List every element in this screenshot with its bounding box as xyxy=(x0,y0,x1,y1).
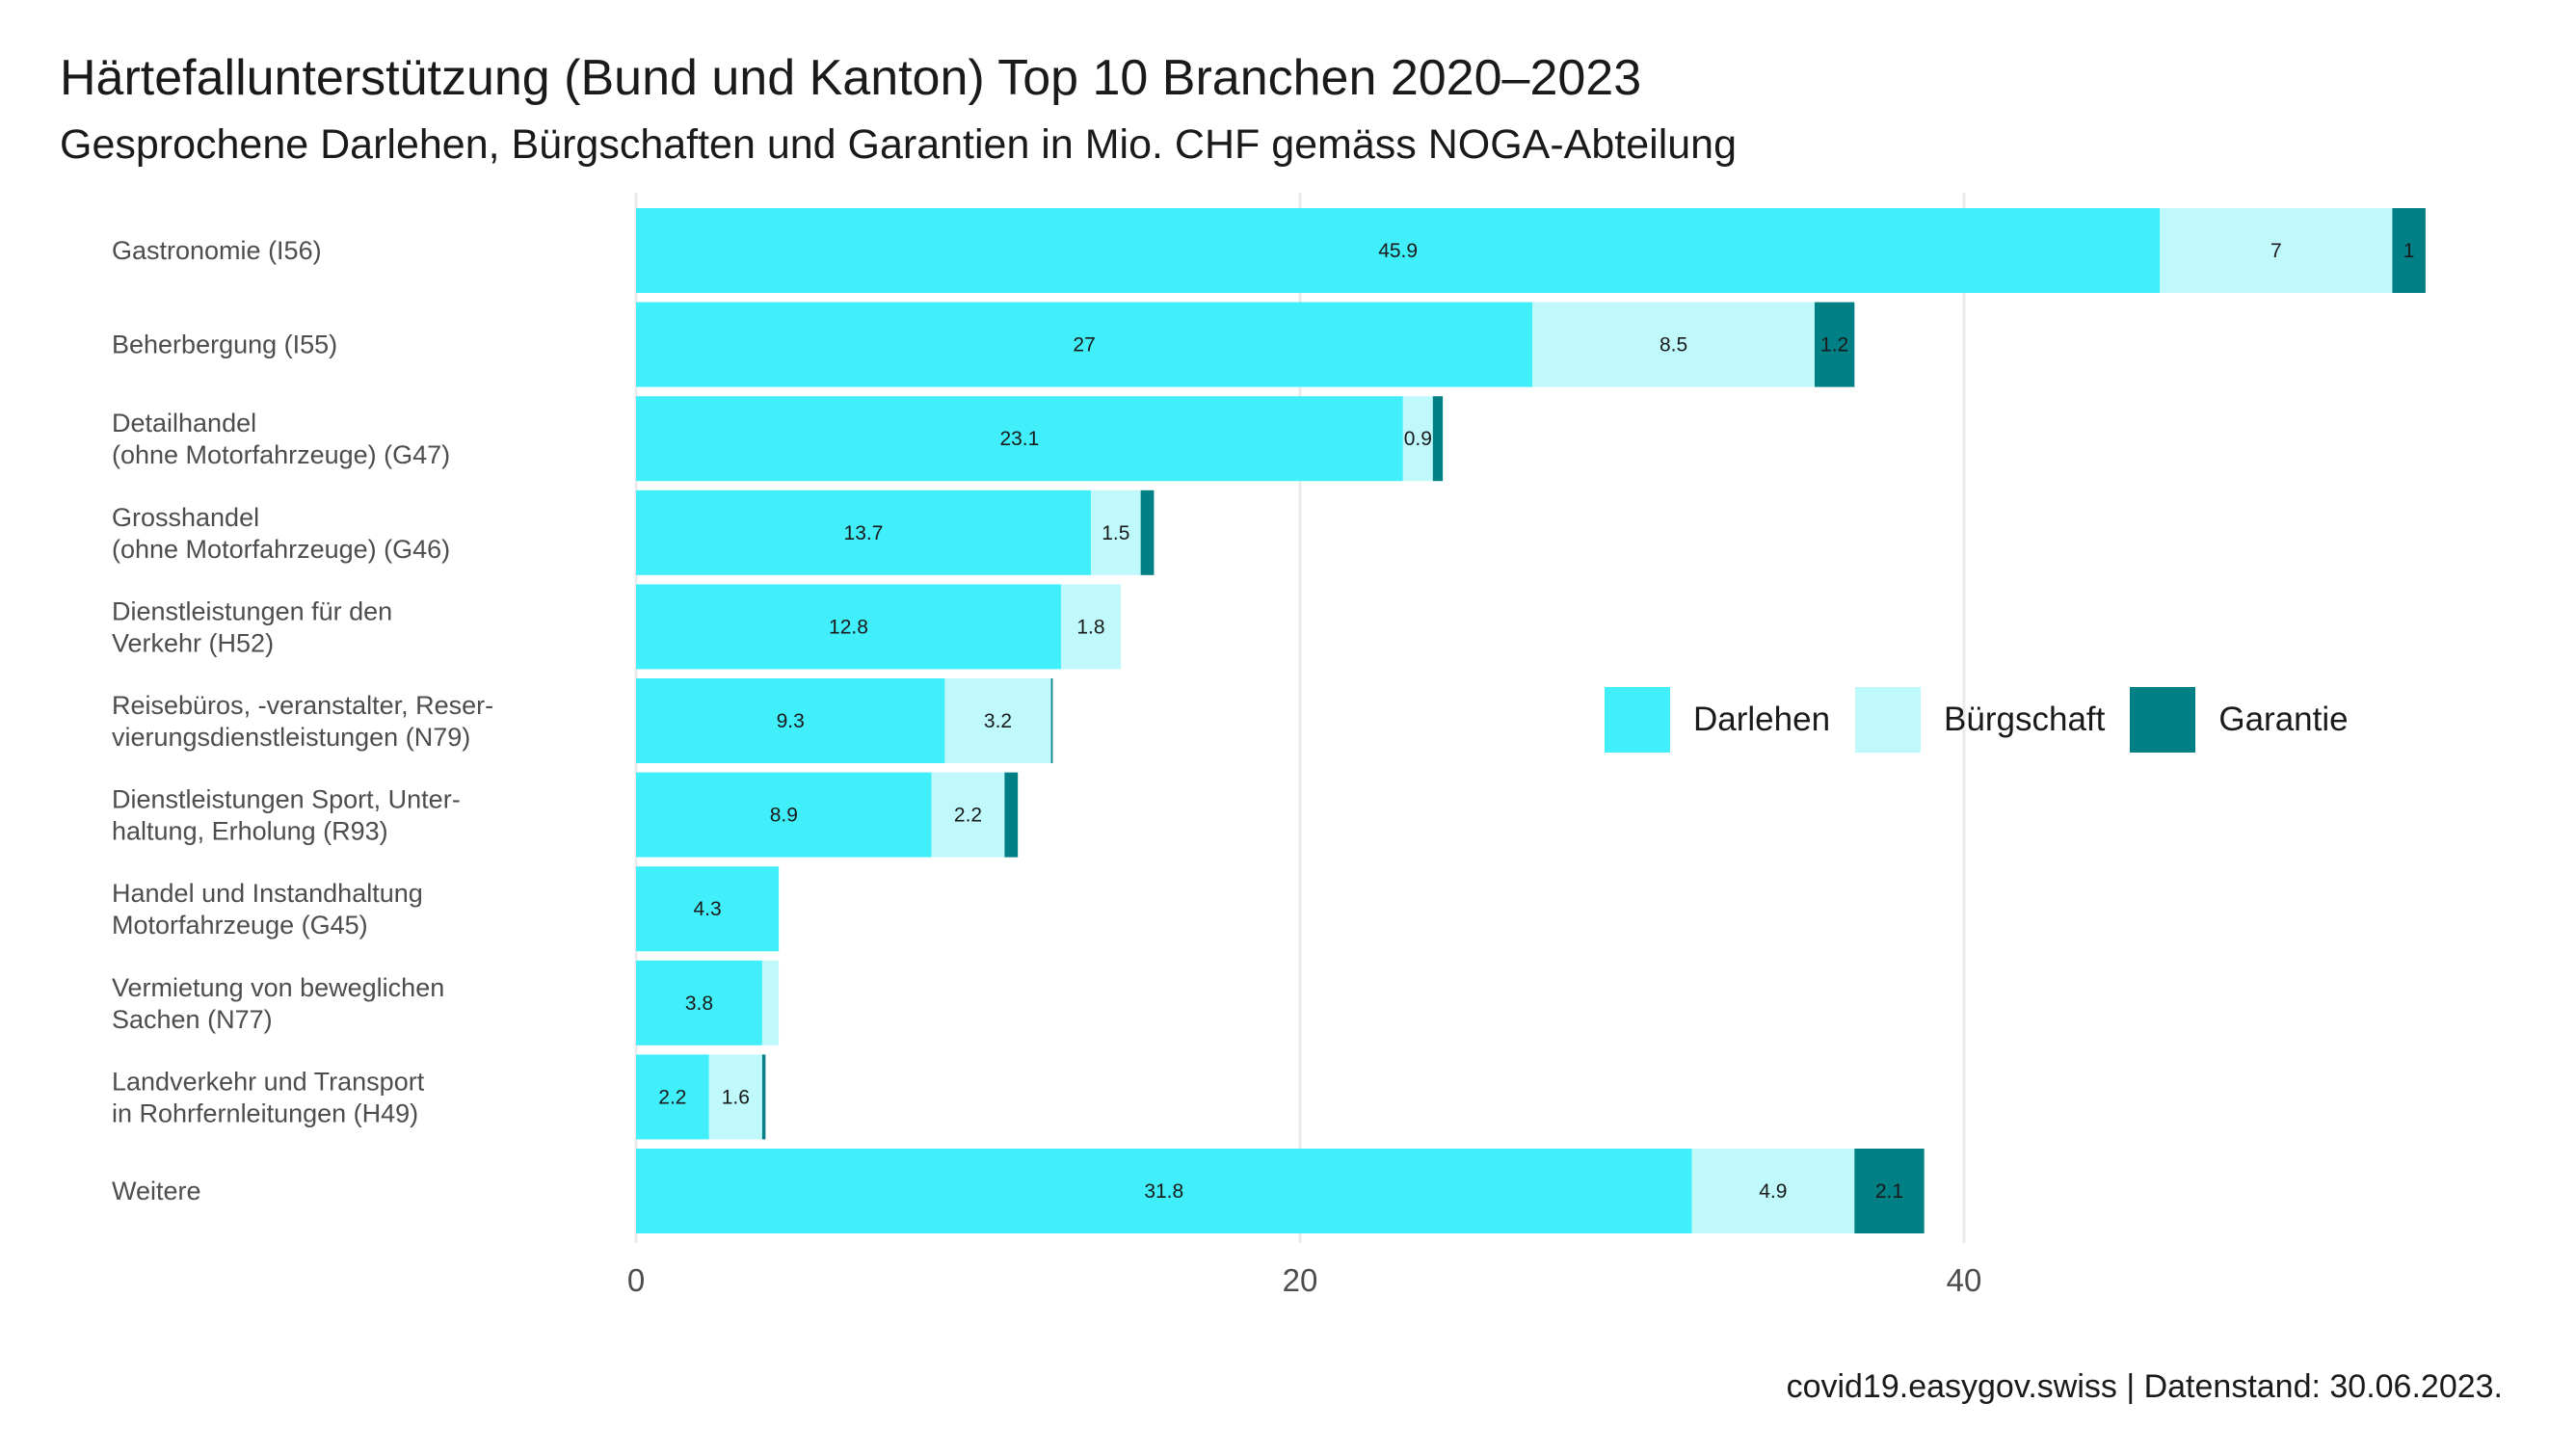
legend-item-garantie: Garantie xyxy=(2130,687,2349,753)
category-label: Landverkehr und Transport xyxy=(112,1067,425,1096)
x-tick-label: 0 xyxy=(627,1262,645,1298)
category-label: Grosshandel xyxy=(112,503,259,532)
bar-segment-darlehen xyxy=(636,960,762,1046)
value-label: 31.8 xyxy=(1144,1180,1183,1203)
bar-segment-darlehen xyxy=(636,1149,1692,1233)
category-label: Reisebüros, -veranstalter, Reser- xyxy=(112,691,493,720)
category-label: Verkehr (H52) xyxy=(112,628,274,657)
x-axis-ticks: 0 20 40 xyxy=(627,1262,1982,1298)
bar-segment-buergschaft xyxy=(931,772,1005,858)
bar-segment-darlehen xyxy=(636,396,1403,482)
bars xyxy=(636,208,2426,1233)
bar-segment-buergschaft xyxy=(2160,208,2393,293)
value-label: 13.7 xyxy=(844,522,884,544)
category-label: (ohne Motorfahrzeuge) (G47) xyxy=(112,440,450,469)
value-label: 3.8 xyxy=(685,993,713,1015)
legend-label-darlehen: Darlehen xyxy=(1693,701,1831,738)
legend-label-garantie: Garantie xyxy=(2218,701,2349,738)
bar-segment-darlehen xyxy=(636,302,1533,387)
value-label: 4.9 xyxy=(1759,1180,1787,1203)
bar-segment-buergschaft xyxy=(944,678,1051,763)
bar-segment-garantie xyxy=(1432,396,1444,482)
value-label: 1.6 xyxy=(722,1086,750,1108)
value-label: 27 xyxy=(1073,334,1095,357)
bar-segment-buergschaft xyxy=(1532,302,1815,387)
bar-segment-darlehen xyxy=(636,1054,709,1140)
bar-segment-garantie xyxy=(1814,302,1855,387)
value-label: 23.1 xyxy=(999,428,1039,450)
category-label: Dienstleistungen für den xyxy=(112,596,392,625)
bar-segment-darlehen xyxy=(636,490,1091,575)
category-label: Beherbergung (I55) xyxy=(112,331,337,359)
value-label: 1 xyxy=(2403,240,2415,262)
bar-segment-buergschaft xyxy=(1402,396,1433,482)
category-label: (ohne Motorfahrzeuge) (G46) xyxy=(112,535,450,564)
legend-key-garantie xyxy=(2130,687,2196,753)
chart-caption: covid19.easygov.swiss | Datenstand: 30.0… xyxy=(1786,1368,2503,1405)
value-label: 3.2 xyxy=(984,710,1012,732)
bar-segment-darlehen xyxy=(636,584,1061,670)
x-tick-label: 40 xyxy=(1947,1262,1982,1298)
legend-item-darlehen: Darlehen xyxy=(1605,687,1830,753)
value-label: 1.2 xyxy=(1820,334,1848,357)
category-label: Weitere xyxy=(112,1177,201,1205)
legend-label-buergschaft: Bürgschaft xyxy=(1944,701,2106,738)
chart-subtitle: Gesprochene Darlehen, Bürgschaften und G… xyxy=(60,121,1737,168)
value-label: 45.9 xyxy=(1378,240,1418,262)
bar-segment-buergschaft xyxy=(761,960,780,1046)
legend-key-buergschaft xyxy=(1855,687,1922,753)
category-label: in Rohrfernleitungen (H49) xyxy=(112,1099,418,1127)
category-label: vierungsdienstleistungen (N79) xyxy=(112,723,470,752)
bar-segment-darlehen xyxy=(636,208,2161,293)
value-label: 8.5 xyxy=(1660,334,1687,357)
value-label: 2.1 xyxy=(1875,1180,1903,1203)
category-labels: Gastronomie (I56) Beherbergung (I55) Detai… xyxy=(112,236,493,1205)
bar-segment-darlehen xyxy=(636,866,780,952)
bar-segment-garantie xyxy=(1140,490,1155,575)
value-label: 7 xyxy=(2270,240,2282,262)
category-label: haltung, Erholung (R93) xyxy=(112,817,388,846)
bar-segment-buergschaft xyxy=(1691,1149,1855,1233)
category-label: Motorfahrzeuge (G45) xyxy=(112,911,368,940)
category-label: Detailhandel xyxy=(112,409,256,437)
bar-segment-buergschaft xyxy=(1090,490,1141,575)
bar-segment-garantie xyxy=(1854,1149,1925,1233)
legend-item-buergschaft: Bürgschaft xyxy=(1855,687,2105,753)
x-tick-label: 20 xyxy=(1283,1262,1318,1298)
bar-segment-garantie xyxy=(1004,772,1019,858)
value-label: 1.8 xyxy=(1076,616,1104,638)
value-labels: 45.9 7 1 27 8.5 1.2 23.1 0.9 13.7 1.5 12.8 1.8 9.3 3.… xyxy=(658,240,2414,1203)
bar-segment-darlehen xyxy=(636,678,945,763)
chart-title: Härtefallunterstützung (Bund und Kanton)… xyxy=(60,50,1642,106)
value-label: 4.3 xyxy=(693,898,721,920)
legend-key-darlehen xyxy=(1605,687,1670,753)
value-label: 9.3 xyxy=(777,710,805,732)
value-label: 1.5 xyxy=(1102,522,1129,544)
bar-segment-garantie xyxy=(761,1054,766,1140)
bar-segment-darlehen xyxy=(636,772,932,858)
value-label: 0.9 xyxy=(1404,428,1432,450)
bar-segment-buergschaft xyxy=(708,1054,762,1140)
value-label: 2.2 xyxy=(954,805,982,827)
bar-segment-garantie xyxy=(2392,208,2426,293)
value-label: 12.8 xyxy=(829,616,868,638)
category-label: Sachen (N77) xyxy=(112,1005,273,1034)
value-label: 2.2 xyxy=(658,1086,686,1108)
legend: Darlehen Bürgschaft Garantie xyxy=(1605,687,2374,753)
category-label: Gastronomie (I56) xyxy=(112,236,322,265)
category-label: Vermietung von beweglichen xyxy=(112,973,444,1002)
bar-segment-garantie xyxy=(1050,678,1053,763)
category-label: Dienstleistungen Sport, Unter- xyxy=(112,785,461,814)
value-label: 8.9 xyxy=(770,805,798,827)
category-label: Handel und Instandhaltung xyxy=(112,879,423,908)
bar-segment-buergschaft xyxy=(1060,584,1121,670)
